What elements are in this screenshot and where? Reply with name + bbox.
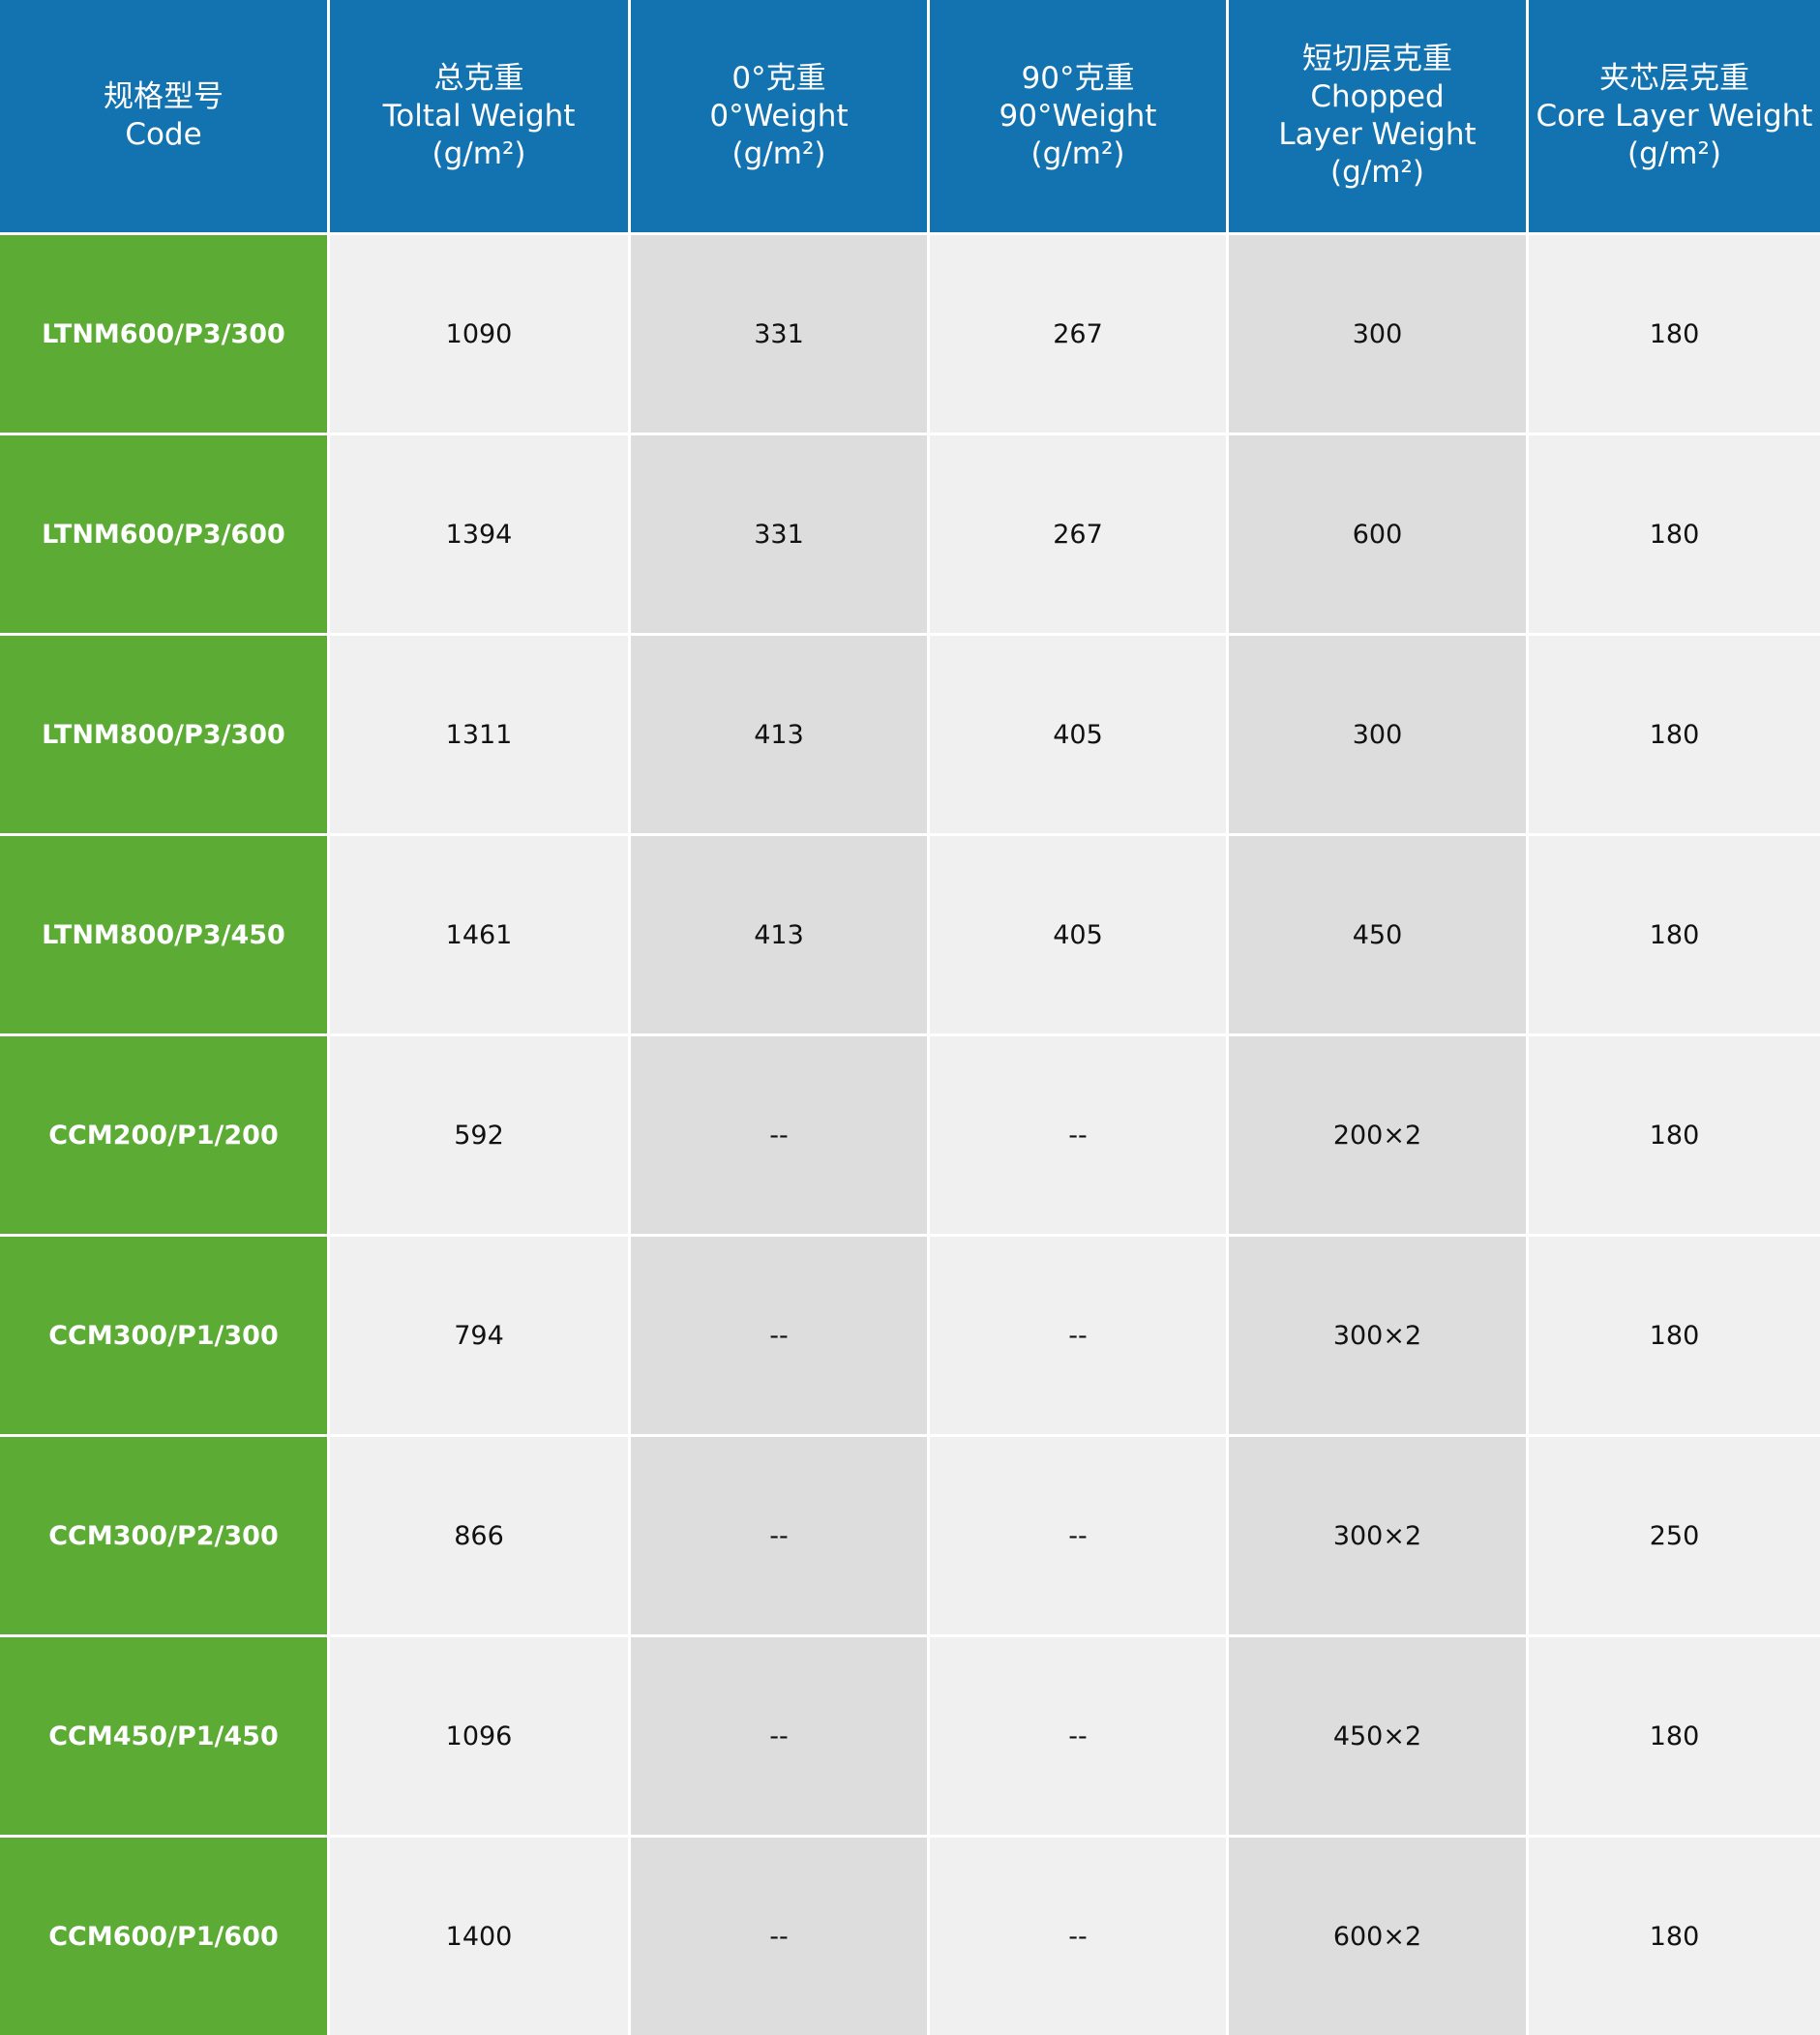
cell-chopped-layer-weight: 450×2 bbox=[1229, 1637, 1526, 1835]
header-text: 0°克重 bbox=[731, 60, 826, 96]
header-text: 夹芯层克重 bbox=[1599, 60, 1749, 96]
cell-90-weight: 405 bbox=[930, 836, 1226, 1033]
cell-chopped-layer-weight: 200×2 bbox=[1229, 1036, 1526, 1234]
cell-90-weight: -- bbox=[930, 1237, 1226, 1434]
cell-total-weight: 1394 bbox=[330, 435, 628, 633]
cell-0-weight: -- bbox=[631, 1437, 927, 1634]
cell-code: LTNM800/P3/300 bbox=[0, 636, 327, 833]
cell-total-weight: 1090 bbox=[330, 235, 628, 433]
header-90-weight: 90°克重 90°Weight (g/m²) bbox=[930, 0, 1226, 232]
cell-total-weight: 866 bbox=[330, 1437, 628, 1634]
header-text: 0°Weight bbox=[709, 98, 849, 134]
header-text: (g/m²) bbox=[1627, 135, 1721, 171]
header-text: Toltal Weight bbox=[382, 98, 576, 134]
header-text: (g/m²) bbox=[731, 135, 826, 171]
header-text: Core Layer Weight bbox=[1536, 98, 1813, 134]
cell-core-layer-weight: 180 bbox=[1529, 235, 1820, 433]
cell-total-weight: 592 bbox=[330, 1036, 628, 1234]
cell-chopped-layer-weight: 300 bbox=[1229, 636, 1526, 833]
cell-code: CCM450/P1/450 bbox=[0, 1637, 327, 1835]
cell-0-weight: -- bbox=[631, 1036, 927, 1234]
cell-0-weight: -- bbox=[631, 1838, 927, 2035]
cell-0-weight: -- bbox=[631, 1637, 927, 1835]
header-text: Layer Weight bbox=[1278, 117, 1477, 152]
header-text: 90°Weight bbox=[999, 98, 1157, 134]
header-text: 90°克重 bbox=[1021, 60, 1135, 96]
cell-total-weight: 1096 bbox=[330, 1637, 628, 1835]
cell-core-layer-weight: 180 bbox=[1529, 636, 1820, 833]
cell-total-weight: 1400 bbox=[330, 1838, 628, 2035]
cell-core-layer-weight: 180 bbox=[1529, 1838, 1820, 2035]
cell-90-weight: -- bbox=[930, 1838, 1226, 2035]
header-text: (g/m²) bbox=[432, 135, 526, 171]
cell-0-weight: 331 bbox=[631, 435, 927, 633]
cell-chopped-layer-weight: 600 bbox=[1229, 435, 1526, 633]
cell-90-weight: -- bbox=[930, 1437, 1226, 1634]
header-text: 总克重 bbox=[433, 60, 524, 96]
cell-code: CCM200/P1/200 bbox=[0, 1036, 327, 1234]
cell-code: CCM300/P1/300 bbox=[0, 1237, 327, 1434]
cell-90-weight: 405 bbox=[930, 636, 1226, 833]
cell-core-layer-weight: 180 bbox=[1529, 1036, 1820, 1234]
header-text: (g/m²) bbox=[1330, 155, 1424, 190]
cell-0-weight: -- bbox=[631, 1237, 927, 1434]
cell-chopped-layer-weight: 300×2 bbox=[1229, 1437, 1526, 1634]
cell-0-weight: 413 bbox=[631, 636, 927, 833]
cell-90-weight: 267 bbox=[930, 235, 1226, 433]
cell-90-weight: -- bbox=[930, 1036, 1226, 1234]
cell-chopped-layer-weight: 450 bbox=[1229, 836, 1526, 1033]
header-total-weight: 总克重 Toltal Weight (g/m²) bbox=[330, 0, 628, 232]
cell-total-weight: 1461 bbox=[330, 836, 628, 1033]
header-text: Chopped bbox=[1310, 79, 1445, 114]
cell-90-weight: 267 bbox=[930, 435, 1226, 633]
cell-core-layer-weight: 180 bbox=[1529, 1237, 1820, 1434]
header-core-layer-weight: 夹芯层克重 Core Layer Weight (g/m²) bbox=[1529, 0, 1820, 232]
header-code: 规格型号 Code bbox=[0, 0, 327, 232]
header-chopped-layer-weight: 短切层克重 Chopped Layer Weight (g/m²) bbox=[1229, 0, 1526, 232]
cell-code: LTNM600/P3/600 bbox=[0, 435, 327, 633]
header-text: 短切层克重 bbox=[1302, 42, 1452, 76]
cell-90-weight: -- bbox=[930, 1637, 1226, 1835]
cell-core-layer-weight: 180 bbox=[1529, 836, 1820, 1033]
cell-total-weight: 1311 bbox=[330, 636, 628, 833]
cell-code: LTNM600/P3/300 bbox=[0, 235, 327, 433]
cell-code: LTNM800/P3/450 bbox=[0, 836, 327, 1033]
cell-total-weight: 794 bbox=[330, 1237, 628, 1434]
header-text: 规格型号 bbox=[104, 79, 224, 114]
cell-core-layer-weight: 180 bbox=[1529, 1637, 1820, 1835]
cell-code: CCM600/P1/600 bbox=[0, 1838, 327, 2035]
cell-chopped-layer-weight: 300×2 bbox=[1229, 1237, 1526, 1434]
cell-0-weight: 331 bbox=[631, 235, 927, 433]
cell-core-layer-weight: 180 bbox=[1529, 435, 1820, 633]
cell-chopped-layer-weight: 600×2 bbox=[1229, 1838, 1526, 2035]
cell-core-layer-weight: 250 bbox=[1529, 1437, 1820, 1634]
header-text: (g/m²) bbox=[1030, 135, 1125, 171]
cell-chopped-layer-weight: 300 bbox=[1229, 235, 1526, 433]
header-0-weight: 0°克重 0°Weight (g/m²) bbox=[631, 0, 927, 232]
cell-0-weight: 413 bbox=[631, 836, 927, 1033]
cell-code: CCM300/P2/300 bbox=[0, 1437, 327, 1634]
header-text: Code bbox=[125, 117, 202, 152]
